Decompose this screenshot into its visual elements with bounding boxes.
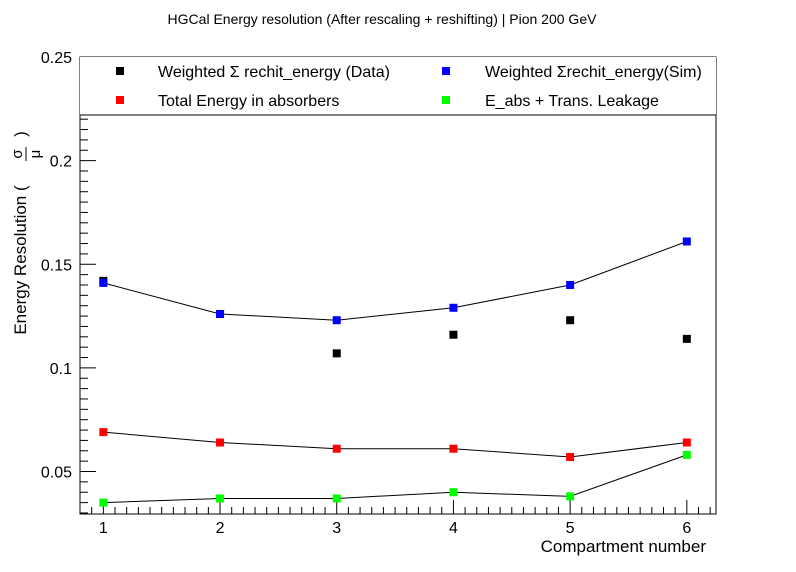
x-tick-label: 3 [332, 520, 341, 537]
series-1-point [332, 349, 341, 358]
x-tick-label: 2 [216, 520, 225, 537]
plot-frame [79, 56, 717, 515]
series-3-point [682, 438, 691, 447]
series-1-point [682, 334, 691, 343]
series-4-point [216, 494, 225, 503]
series-3-point [566, 453, 575, 462]
x-axis-label: Compartment number [541, 537, 707, 556]
legend-marker-1 [116, 67, 124, 75]
y-tick-label: 0.1 [50, 361, 72, 378]
x-tick-label: 6 [682, 520, 691, 537]
y-tick-label: 0.25 [41, 50, 72, 67]
series-2-point [216, 309, 225, 318]
y-axis-label: Energy Resolution ( σ μ ) [9, 131, 44, 334]
series-3-point [332, 444, 341, 453]
x-tick-label: 1 [99, 520, 108, 537]
legend-label-4: E_abs + Trans. Leakage [485, 93, 659, 110]
legend-label-3: Total Energy in absorbers [158, 93, 339, 110]
x-tick-label: 4 [449, 520, 458, 537]
series-3-point [449, 444, 458, 453]
series-3-point [216, 438, 225, 447]
y-axis-label-text: Energy Resolution ( [11, 185, 30, 335]
series-4-point [99, 498, 108, 507]
legend-marker-2 [442, 67, 450, 75]
series-4-point [332, 494, 341, 503]
series-line-4 [103, 454, 687, 504]
legend-marker-4 [442, 96, 450, 104]
series-3-point [99, 428, 108, 437]
series-line-2 [103, 241, 687, 321]
series-line-3 [103, 431, 687, 458]
series-4-point [682, 450, 691, 459]
y-axis-label-close: ) [11, 131, 30, 137]
series-2-point [566, 280, 575, 289]
legend-label-1: Weighted Σ rechit_energy (Data) [158, 64, 390, 81]
y-axis: 0.05 0.1 0.15 0.2 0.25 [41, 50, 96, 514]
legend: Weighted Σ rechit_energy (Data) Weighted … [80, 57, 716, 116]
series-1-point [566, 316, 575, 325]
series-4-point [449, 488, 458, 497]
series-2-point [449, 303, 458, 312]
legend-marker-3 [116, 96, 124, 104]
chart-title: HGCal Energy resolution (After rescaling… [168, 11, 598, 27]
series-2-point [332, 316, 341, 325]
series-4-point [566, 492, 575, 501]
legend-background [80, 57, 716, 115]
legend-label-2: Weighted Σrechit_energy(Sim) [485, 64, 702, 81]
y-tick-label: 0.05 [41, 465, 72, 482]
y-axis-label-sigma: σ [9, 149, 26, 159]
svg-text:Energy Resolution (: Energy Resolution ( [11, 185, 30, 335]
y-tick-label: 0.2 [50, 154, 72, 171]
x-axis: 1 2 3 4 5 6 [79, 500, 711, 537]
y-axis-label-mu: μ [27, 150, 44, 159]
series-2-point [99, 278, 108, 287]
series-layer [99, 237, 691, 507]
series-1-point [449, 330, 458, 339]
x-tick-label: 5 [566, 520, 575, 537]
series-2-point [682, 237, 691, 246]
y-tick-label: 0.15 [41, 257, 72, 274]
